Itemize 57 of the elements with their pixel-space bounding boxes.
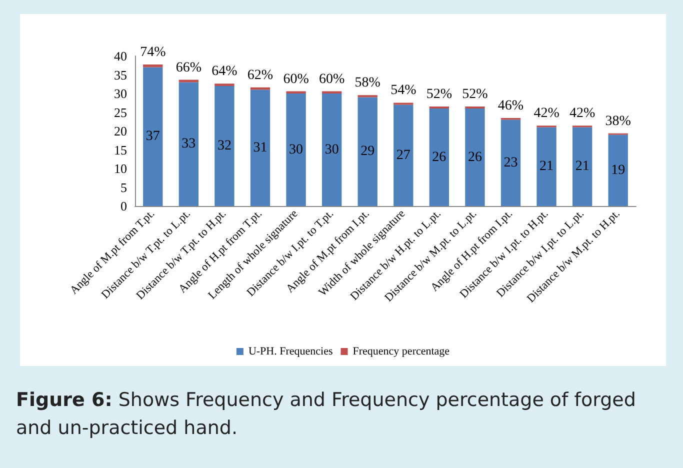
data-label: 26 (468, 150, 482, 165)
bar (429, 108, 450, 206)
data-label: 19 (611, 162, 626, 178)
bar (322, 94, 342, 206)
y-tick-label: 25 (114, 104, 127, 120)
bar (608, 134, 628, 206)
bar (250, 87, 270, 90)
data-label: 60% (283, 72, 310, 87)
data-label: 37 (146, 129, 160, 144)
data-label: 64% (212, 64, 238, 80)
data-label: 52% (426, 87, 452, 102)
data-label: 42% (534, 106, 560, 122)
data-label: 30 (324, 142, 339, 158)
y-tick-label: 35 (114, 67, 127, 82)
bar (572, 127, 592, 206)
data-label: 27 (396, 148, 410, 163)
bar (250, 90, 270, 206)
data-label: 74% (140, 44, 166, 60)
data-label: 32 (217, 138, 232, 154)
data-label: 29 (360, 144, 375, 160)
data-label: 46% (498, 98, 524, 114)
data-label: 60% (318, 72, 345, 87)
bar (143, 64, 163, 68)
bar (214, 86, 234, 206)
data-label: 42% (569, 106, 596, 122)
y-tick-label: 0 (120, 198, 127, 214)
y-tick-label: 40 (114, 48, 127, 64)
y-tick-label: 15 (114, 142, 127, 158)
y-tick-label: 20 (114, 124, 127, 138)
bar (286, 94, 306, 206)
bar (500, 120, 521, 206)
bar (394, 104, 414, 206)
data-label: 30 (289, 142, 304, 158)
data-label: 26 (432, 150, 446, 165)
data-label: 62% (247, 68, 274, 83)
caption: Figure 6: Shows Frequency and Frequency percentage of forged and un-practiced hand. (16, 388, 637, 441)
y-tick-label: 5 (120, 180, 127, 195)
data-label: 21 (540, 159, 554, 174)
y-tick-label: 10 (114, 161, 127, 176)
data-label: 54% (390, 83, 417, 98)
y-tick-label: 30 (114, 86, 127, 101)
legend-label: Frequency percentage (352, 346, 450, 358)
data-label: 52% (462, 87, 488, 102)
data-label: 58% (354, 76, 381, 91)
data-label: 66% (176, 60, 202, 76)
data-label: 38% (605, 114, 632, 129)
data-label: 21 (575, 159, 590, 174)
bar (178, 80, 199, 82)
bar (465, 108, 485, 206)
data-label: 23 (504, 155, 518, 170)
data-label: 33 (182, 136, 196, 152)
bar (143, 67, 163, 206)
legend-label: U-PH. Frequencies (248, 346, 333, 358)
bar (536, 127, 556, 206)
bar (178, 82, 199, 206)
bar (358, 97, 378, 206)
data-label: 31 (253, 140, 268, 156)
